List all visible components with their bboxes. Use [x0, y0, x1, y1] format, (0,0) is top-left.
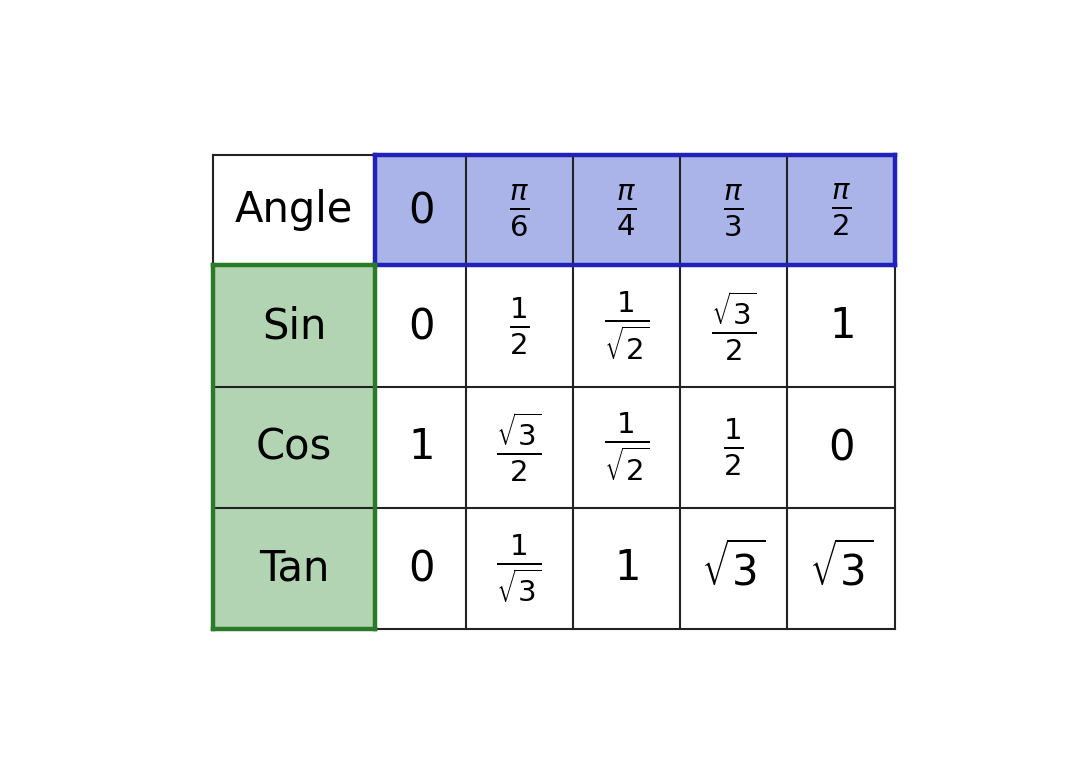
Text: $0$: $0$ [828, 426, 854, 468]
Bar [376, 508, 465, 629]
Bar [213, 386, 376, 508]
Text: $0$: $0$ [407, 189, 433, 231]
Bar [465, 508, 572, 629]
Bar [680, 508, 787, 629]
Bar [787, 508, 894, 629]
Bar [680, 154, 787, 265]
Text: $\frac{1}{\sqrt{2}}$: $\frac{1}{\sqrt{2}}$ [604, 411, 649, 483]
Bar [376, 154, 465, 265]
Text: $\frac{1}{\sqrt{2}}$: $\frac{1}{\sqrt{2}}$ [604, 289, 649, 362]
Bar [465, 154, 572, 265]
Text: $0$: $0$ [407, 547, 433, 590]
Text: $\sqrt{3}$: $\sqrt{3}$ [809, 542, 873, 594]
Text: $\frac{\sqrt{3}}{2}$: $\frac{\sqrt{3}}{2}$ [711, 289, 756, 362]
Text: $\frac{\pi}{4}$: $\frac{\pi}{4}$ [617, 182, 637, 237]
Text: $\frac{\sqrt{3}}{2}$: $\frac{\sqrt{3}}{2}$ [497, 411, 542, 484]
Text: $\frac{1}{2}$: $\frac{1}{2}$ [509, 296, 529, 356]
Text: $\frac{\pi}{6}$: $\frac{\pi}{6}$ [509, 182, 529, 237]
Bar [572, 154, 680, 265]
Bar [680, 265, 787, 386]
Bar [213, 265, 376, 386]
Text: $0$: $0$ [407, 305, 433, 347]
Text: Tan: Tan [259, 547, 329, 590]
Text: $\frac{1}{2}$: $\frac{1}{2}$ [724, 417, 744, 478]
Bar [572, 265, 680, 386]
Text: $\frac{\pi}{3}$: $\frac{\pi}{3}$ [724, 182, 744, 237]
Bar [572, 386, 680, 508]
Text: Sin: Sin [261, 305, 326, 347]
Text: $1$: $1$ [408, 426, 433, 468]
Bar [680, 386, 787, 508]
Bar [572, 508, 680, 629]
Bar [376, 265, 465, 386]
Text: Cos: Cos [256, 426, 333, 468]
Text: $1$: $1$ [615, 547, 638, 590]
Bar [787, 386, 894, 508]
Text: $1$: $1$ [828, 305, 853, 347]
Bar [213, 154, 376, 265]
Text: $\frac{\pi}{2}$: $\frac{\pi}{2}$ [831, 182, 851, 238]
Bar [213, 508, 376, 629]
Bar [376, 386, 465, 508]
Bar [465, 386, 572, 508]
Text: $\sqrt{3}$: $\sqrt{3}$ [701, 542, 766, 594]
Text: $\frac{1}{\sqrt{3}}$: $\frac{1}{\sqrt{3}}$ [497, 532, 542, 605]
Bar [787, 265, 894, 386]
Text: Angle: Angle [234, 189, 353, 231]
Bar [465, 265, 572, 386]
Bar [787, 154, 894, 265]
